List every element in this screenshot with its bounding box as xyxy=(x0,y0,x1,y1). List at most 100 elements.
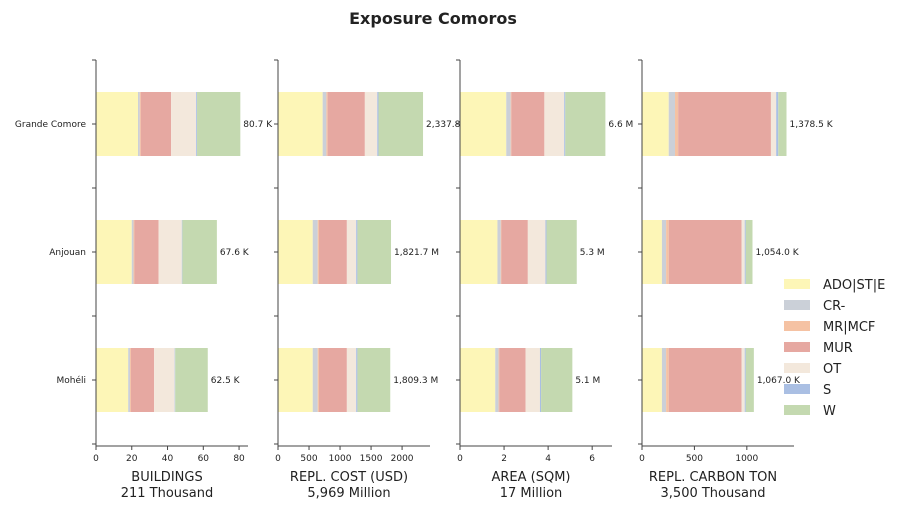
bar-segment xyxy=(744,348,746,412)
x-axis-sublabel: 211 Thousand xyxy=(121,486,214,501)
x-tick-label: 20 xyxy=(126,454,138,464)
bar-segment xyxy=(668,220,742,284)
bar-segment xyxy=(175,348,208,412)
legend-label: MUR xyxy=(823,341,853,356)
bar-segment xyxy=(668,92,676,156)
total-label: 1,067.0 K xyxy=(757,376,801,386)
x-tick-label: 2000 xyxy=(391,454,414,464)
x-tick-label: 1000 xyxy=(329,454,352,464)
legend: ADO|ST|E CR- MR|MCF MUR OT SW xyxy=(784,278,885,419)
legend-label: MR|MCF xyxy=(823,320,875,335)
bar-segment xyxy=(182,220,217,284)
bar-segment xyxy=(364,92,378,156)
bar-segment xyxy=(197,92,241,156)
bar-segment xyxy=(499,348,526,412)
x-tick-label: 500 xyxy=(686,454,703,464)
bar-segment xyxy=(675,92,679,156)
x-axis-sublabel: 5,969 Million xyxy=(307,486,390,501)
bar-segment xyxy=(174,348,176,412)
bar-segment xyxy=(642,348,662,412)
panel-1: 80.7 K 67.6 K 62.5 K 0 20 40 60 80 BUILDINGS211 … xyxy=(15,59,273,501)
bar-segment xyxy=(346,220,357,284)
total-label: 67.6 K xyxy=(220,248,250,258)
panel-3: 6.6 M 5.3 M 5.1 M 0 2 4 6 AREA (SQM)17 Million xyxy=(456,59,633,501)
bar-segment xyxy=(140,92,172,156)
total-label: 5.3 M xyxy=(580,248,605,258)
x-tick-label: 4 xyxy=(545,454,551,464)
x-tick-label: 500 xyxy=(300,454,317,464)
legend-label: W xyxy=(823,404,836,419)
panel-2: 2,337.8 1,821.7 M 1,809.3 M 0 500 1000 1500 200… xyxy=(274,59,461,501)
bar-segment xyxy=(278,92,323,156)
x-tick-label: 0 xyxy=(275,454,281,464)
bar-segment xyxy=(318,348,347,412)
bar-segment xyxy=(460,348,496,412)
x-axis-sublabel: 3,500 Thousand xyxy=(661,486,766,501)
bar-segment xyxy=(544,92,565,156)
bar-segment xyxy=(318,220,347,284)
x-tick-label: 80 xyxy=(233,454,245,464)
bar-segment xyxy=(770,92,777,156)
total-label: 62.5 K xyxy=(211,376,241,386)
bar-segment xyxy=(278,220,313,284)
bar-segment xyxy=(776,92,779,156)
x-axis-label: BUILDINGS xyxy=(131,470,202,485)
legend-label: OT xyxy=(823,362,841,377)
bar-segment xyxy=(138,92,140,156)
bar-segment xyxy=(497,220,501,284)
x-tick-label: 1000 xyxy=(735,454,758,464)
total-label: 1,821.7 M xyxy=(394,248,439,258)
bar-segment xyxy=(741,348,745,412)
bar-segment xyxy=(668,348,742,412)
bar-segment xyxy=(356,348,358,412)
x-axis-label: REPL. COST (USD) xyxy=(290,470,408,485)
panel-4: 1,378.5 K 1,054.0 K 1,067.0 K 0 500 1000 REPL.… xyxy=(638,59,834,501)
legend-swatch xyxy=(784,405,810,415)
x-tick-label: 0 xyxy=(93,454,99,464)
bar-segment xyxy=(506,92,511,156)
total-label: 1,054.0 K xyxy=(755,248,799,258)
bar-segment xyxy=(317,348,319,412)
category-label: Anjouan xyxy=(49,248,86,258)
bar-segment xyxy=(96,92,139,156)
bar-segment xyxy=(745,348,754,412)
total-label: 1,809.3 M xyxy=(393,376,438,386)
bar-segment xyxy=(139,92,141,156)
total-label: 2,337.8 xyxy=(426,120,461,130)
chart-title: Exposure Comoros xyxy=(349,9,517,28)
bar-segment xyxy=(158,220,182,284)
bar-segment xyxy=(498,348,500,412)
bar-segment xyxy=(322,92,327,156)
bar-segment xyxy=(541,348,573,412)
bar-segment xyxy=(501,220,528,284)
total-label: 80.7 K xyxy=(243,120,273,130)
bar-segment xyxy=(510,92,512,156)
bar-segment xyxy=(495,348,499,412)
x-tick-label: 2 xyxy=(501,454,507,464)
bar-segment xyxy=(129,348,131,412)
bar-segment xyxy=(134,220,159,284)
bar-segment xyxy=(642,92,669,156)
x-axis-label: REPL. CARBON TON xyxy=(649,470,777,485)
bar-segment xyxy=(326,92,328,156)
bar-segment xyxy=(356,220,358,284)
legend-swatch xyxy=(784,384,810,394)
bar-segment xyxy=(154,348,175,412)
bar-segment xyxy=(346,348,357,412)
bar-segment xyxy=(378,92,424,156)
bar-segment xyxy=(312,348,318,412)
category-label: Mohéli xyxy=(56,375,86,386)
bar-segment xyxy=(678,92,771,156)
x-axis-label: AREA (SQM) xyxy=(491,470,570,485)
bar-segment xyxy=(661,220,667,284)
bar-segment xyxy=(741,220,745,284)
x-tick-label: 40 xyxy=(162,454,174,464)
bar-segment xyxy=(545,220,547,284)
bar-segment xyxy=(377,92,379,156)
legend-label: CR- xyxy=(823,299,846,314)
bar-segment xyxy=(312,220,318,284)
bar-segment xyxy=(666,220,669,284)
bar-segment xyxy=(666,348,669,412)
bar-segment xyxy=(500,220,502,284)
